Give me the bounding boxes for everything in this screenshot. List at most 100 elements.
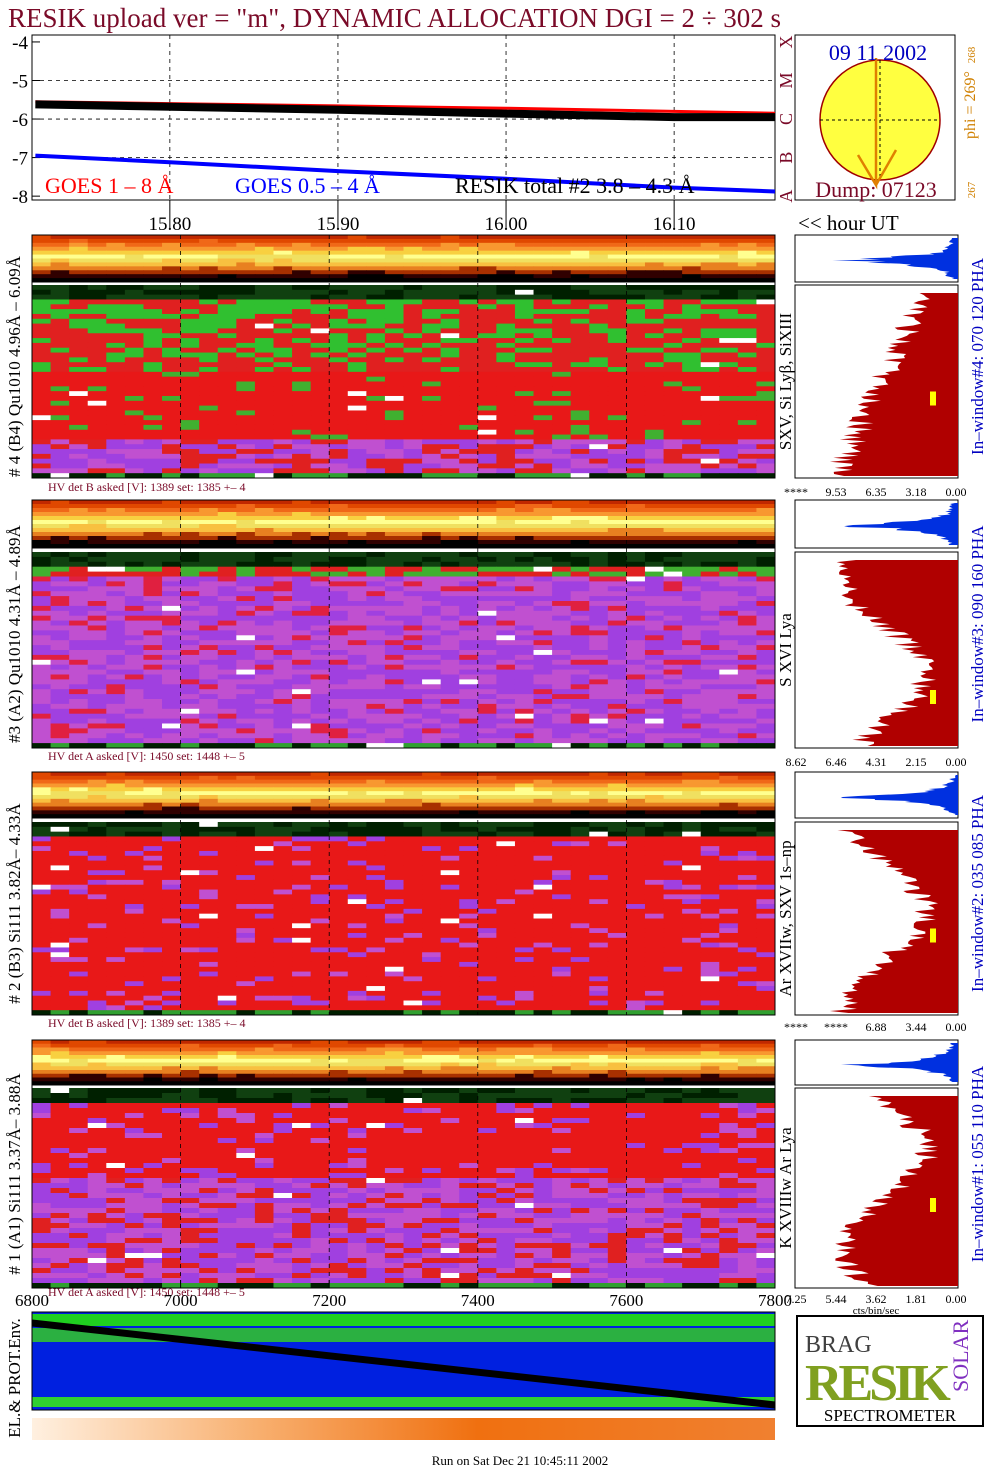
heatmap-cell <box>124 439 144 445</box>
strip-cell <box>254 274 274 279</box>
strip-cell <box>570 258 590 263</box>
strip-cell <box>589 528 609 533</box>
strip-cell <box>180 278 200 283</box>
heatmap-cell <box>682 391 702 397</box>
strip-cell <box>552 798 572 804</box>
heatmap-cell <box>236 610 256 617</box>
strip-cell <box>310 242 330 248</box>
strip-cell <box>273 536 293 541</box>
heatmap-cell <box>700 453 720 460</box>
heatmap-cell <box>87 669 107 675</box>
heatmap-cell <box>217 381 237 387</box>
heatmap-cell <box>347 733 367 739</box>
heatmap-cell <box>69 313 89 320</box>
strip-cell <box>199 806 219 811</box>
strip-cell <box>589 238 609 244</box>
goes-class-letter: C <box>776 113 796 125</box>
heatmap-cell <box>69 689 89 695</box>
heatmap-cell <box>310 826 330 833</box>
heatmap-cell <box>199 381 219 387</box>
heatmap-cell <box>32 376 52 382</box>
heatmap-cell <box>50 566 70 573</box>
heatmap-cell <box>682 605 702 612</box>
heatmap-cell <box>199 625 219 631</box>
heatmap-cell <box>682 620 702 626</box>
strip-cell <box>236 787 256 792</box>
heatmap-cell <box>422 561 442 568</box>
heatmap-cell <box>236 694 256 700</box>
heatmap-cell <box>682 415 702 421</box>
strip-cell <box>143 772 163 777</box>
heatmap-cell <box>422 371 442 378</box>
heatmap-cell <box>273 333 293 339</box>
heatmap-cell <box>87 846 107 852</box>
strip-cell <box>124 262 144 267</box>
heatmap-cell <box>719 650 739 656</box>
strip-cell <box>514 536 535 541</box>
heatmap-cell <box>663 376 683 382</box>
strip-cell <box>403 516 423 521</box>
heatmap-cell <box>199 386 219 392</box>
heatmap-cell <box>589 708 609 715</box>
strip-cell <box>143 508 163 513</box>
heatmap-cell <box>162 338 182 344</box>
heatmap-cell <box>459 596 479 602</box>
heatmap-cell <box>570 566 590 573</box>
heatmap-cell <box>403 357 423 363</box>
heatmap-cell <box>199 708 219 715</box>
strip-cell <box>737 504 757 509</box>
strip-cell <box>422 242 442 248</box>
heatmap-cell <box>254 410 274 416</box>
strip-cell <box>162 532 182 537</box>
heatmap-cell <box>533 439 553 445</box>
strip-cell <box>199 524 219 529</box>
heatmap-cell <box>329 610 349 617</box>
strip-cell <box>217 520 237 525</box>
heatmap-cell <box>162 458 182 465</box>
heatmap-cell <box>663 645 683 651</box>
strip-cell <box>162 798 182 804</box>
strip-cell <box>682 274 702 279</box>
heatmap-cell <box>143 576 163 582</box>
heatmap-cell <box>217 684 237 690</box>
heatmap-cell <box>719 659 739 666</box>
heatmap-cell <box>403 449 423 455</box>
heatmap-cell <box>644 410 665 416</box>
heatmap-cell <box>440 733 460 739</box>
heatmap-cell <box>199 410 219 416</box>
strip-cell <box>440 270 460 275</box>
heatmap-cell <box>533 650 553 656</box>
heatmap-cell <box>496 703 516 710</box>
heatmap-cell <box>124 309 144 315</box>
heatmap-cell <box>87 405 107 411</box>
heatmap-cell <box>440 347 460 354</box>
heatmap-cell <box>440 420 460 426</box>
heatmap-cell <box>347 831 367 837</box>
heatmap-cell <box>143 420 163 426</box>
strip-cell <box>162 508 182 513</box>
heatmap-cell <box>143 659 163 666</box>
heatmap-cell <box>273 410 293 416</box>
heatmap-cell <box>589 679 609 685</box>
heatmap-cell <box>422 473 442 479</box>
heatmap-cell <box>347 424 367 431</box>
heatmap-cell <box>644 473 665 479</box>
strip-cell <box>254 779 274 784</box>
strip-cell <box>533 544 553 549</box>
heatmap-cell <box>310 640 330 646</box>
heatmap-cell <box>329 347 349 354</box>
heatmap-cell <box>32 615 52 622</box>
heatmap-cell <box>477 596 497 602</box>
heatmap-cell <box>626 718 646 724</box>
heatmap-cell <box>384 463 404 469</box>
heatmap-cell <box>254 822 274 828</box>
heatmap-cell <box>644 376 665 382</box>
heatmap-cell <box>663 473 683 479</box>
strip-cell <box>143 235 163 240</box>
heatmap-cell <box>422 391 442 397</box>
strip-cell <box>273 779 293 784</box>
heatmap-cell <box>422 689 442 695</box>
heatmap-cell <box>366 386 386 392</box>
heatmap-cell <box>329 381 349 387</box>
strip-cell <box>459 508 479 513</box>
